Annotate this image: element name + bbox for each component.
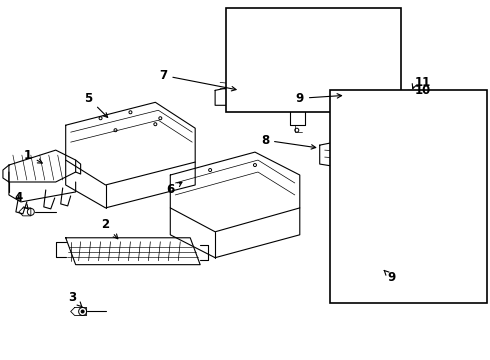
Text: 8: 8 (261, 134, 316, 149)
Text: 9: 9 (295, 92, 342, 105)
Circle shape (380, 266, 383, 269)
Text: 5: 5 (84, 92, 108, 117)
Text: 7: 7 (159, 69, 236, 91)
Circle shape (348, 94, 351, 97)
Text: 3: 3 (69, 291, 82, 307)
Text: 10: 10 (415, 84, 431, 97)
Circle shape (81, 310, 84, 313)
Text: 2: 2 (101, 218, 118, 239)
Text: 1: 1 (24, 149, 42, 163)
Text: 9: 9 (384, 270, 395, 284)
Bar (330, 90, 487, 302)
Text: 11: 11 (415, 76, 431, 89)
Text: 6: 6 (166, 182, 182, 197)
Text: 4: 4 (15, 192, 28, 209)
Bar (226, 8, 401, 112)
